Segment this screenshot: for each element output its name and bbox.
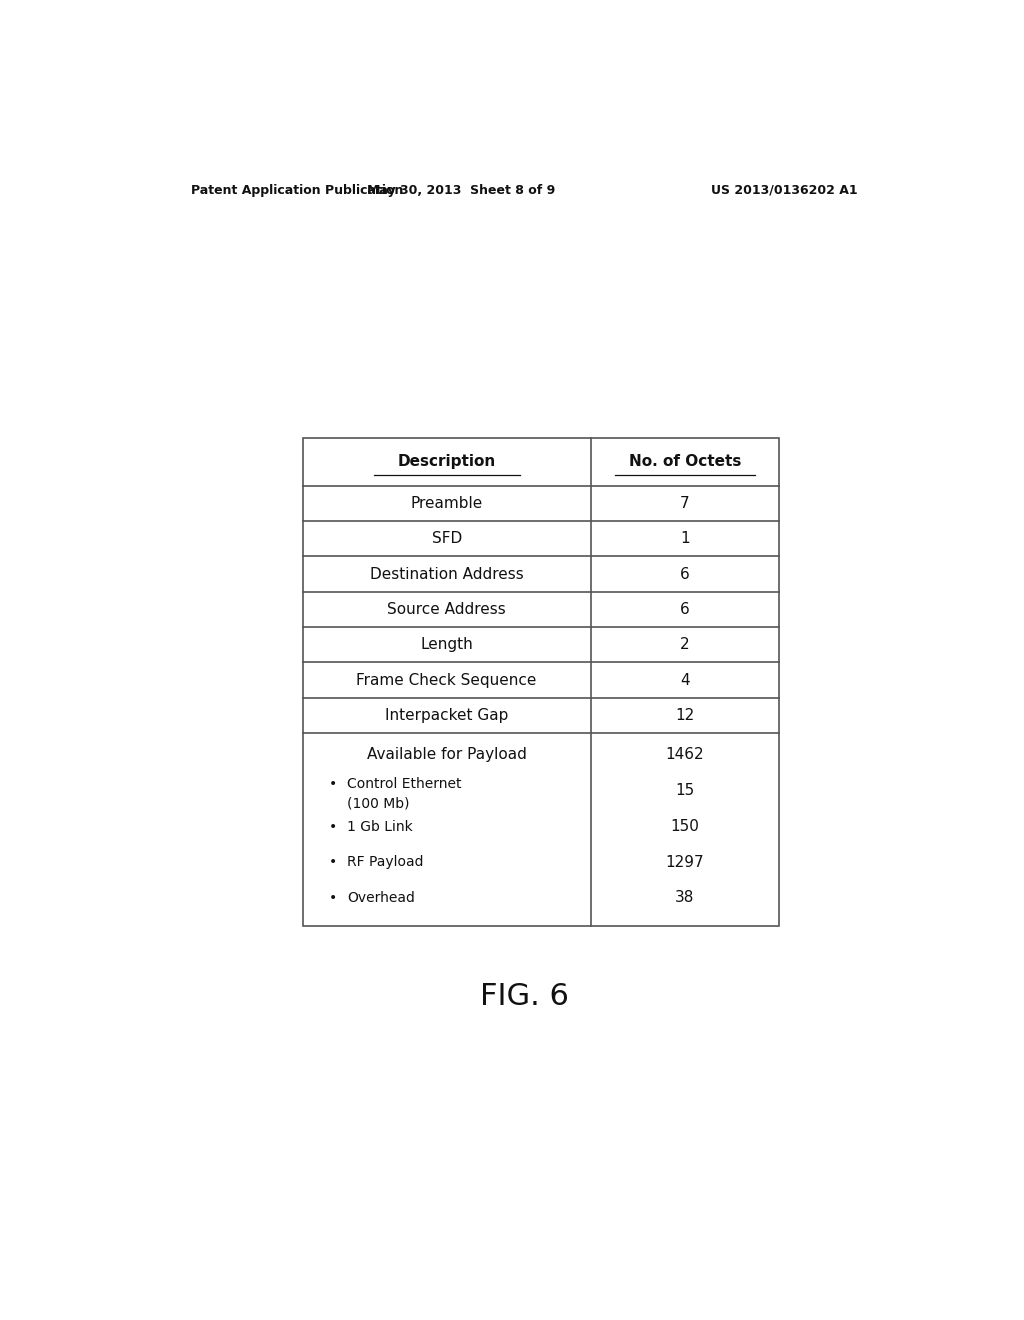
Text: FIG. 6: FIG. 6 (480, 982, 569, 1011)
Text: •: • (329, 776, 337, 791)
Text: 1297: 1297 (666, 854, 705, 870)
Text: 38: 38 (675, 891, 694, 906)
Text: 15: 15 (675, 783, 694, 799)
Text: 1: 1 (680, 531, 689, 546)
Text: •: • (329, 891, 337, 904)
Text: 6: 6 (680, 602, 689, 616)
Text: 150: 150 (671, 818, 699, 834)
Text: Control Ethernet: Control Ethernet (347, 776, 462, 791)
Text: RF Payload: RF Payload (347, 855, 424, 869)
Text: 7: 7 (680, 496, 689, 511)
Text: Interpacket Gap: Interpacket Gap (385, 708, 508, 723)
Text: Length: Length (420, 638, 473, 652)
Text: Frame Check Sequence: Frame Check Sequence (356, 673, 537, 688)
Text: 12: 12 (675, 708, 694, 723)
Text: 1462: 1462 (666, 747, 705, 762)
Text: Overhead: Overhead (347, 891, 415, 904)
Text: •: • (329, 855, 337, 869)
Text: Patent Application Publication: Patent Application Publication (191, 183, 403, 197)
Text: US 2013/0136202 A1: US 2013/0136202 A1 (712, 183, 858, 197)
Text: Source Address: Source Address (387, 602, 506, 616)
Text: SFD: SFD (431, 531, 462, 546)
Text: No. of Octets: No. of Octets (629, 454, 741, 470)
Text: (100 Mb): (100 Mb) (347, 796, 410, 810)
Text: May 30, 2013  Sheet 8 of 9: May 30, 2013 Sheet 8 of 9 (368, 183, 555, 197)
Text: Destination Address: Destination Address (370, 566, 523, 582)
Text: Available for Payload: Available for Payload (367, 747, 526, 762)
Text: Description: Description (397, 454, 496, 470)
Text: 4: 4 (680, 673, 689, 688)
Text: 2: 2 (680, 638, 689, 652)
Text: Preamble: Preamble (411, 496, 482, 511)
Text: 1 Gb Link: 1 Gb Link (347, 820, 413, 833)
Text: 6: 6 (680, 566, 689, 582)
Text: •: • (329, 820, 337, 833)
